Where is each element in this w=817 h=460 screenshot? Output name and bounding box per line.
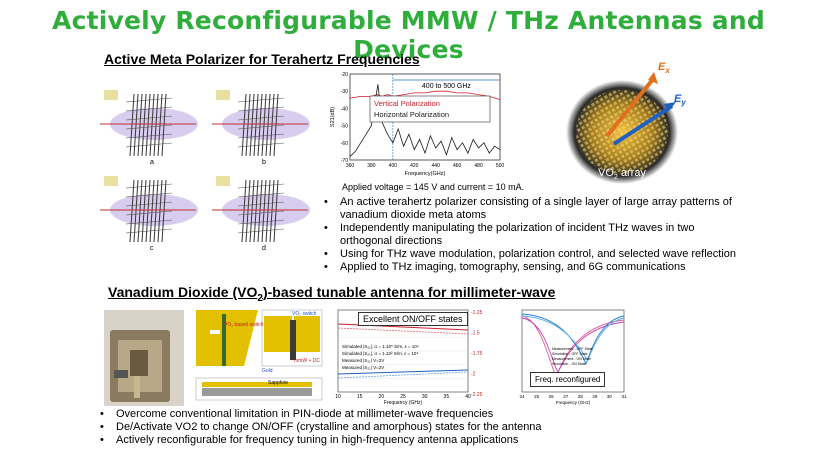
list-item: • Actively reconfigurable for frequency t…	[100, 434, 519, 446]
diagram-label: Sapphire	[268, 380, 288, 386]
y-tick-label: -60	[341, 141, 348, 147]
y-tick-label: -30	[341, 89, 348, 95]
diagram-label: VO₂ based switch	[224, 322, 264, 328]
diagram-label: mmW + DC	[294, 358, 320, 364]
list-item: • An active terahertz polarizer consistin…	[324, 196, 732, 221]
x-tick-label: 440	[432, 163, 441, 169]
legend-entry: Simulation - ON State	[552, 362, 586, 366]
list-item: • Applied to THz imaging, tomography, sen…	[324, 261, 686, 273]
freq-chart: 24 25 26 27 28 29 30 31 Frequency (GHz) Measureme…	[512, 306, 628, 406]
x-tick-label: 30	[422, 394, 428, 400]
section-heading-antenna: Vanadium Dioxide (VO2)-based tunable ant…	[108, 284, 556, 304]
y-tick-label: -20	[341, 72, 348, 78]
x-axis-label: Frequency (GHz)	[556, 400, 591, 405]
series-line	[521, 313, 625, 366]
x-tick-label: 25	[400, 394, 406, 400]
legend-entry: Measurement - ON State	[552, 357, 591, 361]
x-tick-label: 400	[389, 163, 398, 169]
series-line	[337, 369, 469, 375]
ex-label: Ex	[658, 61, 670, 75]
legend-entry: Horizontal Polarization	[374, 110, 449, 119]
x-tick-label: 28	[578, 394, 584, 399]
panel-letter: b	[262, 159, 266, 166]
x-axis-label: Frequency(GHz)	[405, 171, 446, 177]
panel-letter: d	[262, 245, 266, 252]
schematic-panel: a	[98, 86, 204, 166]
x-tick-label: 20	[379, 394, 385, 400]
series-line	[337, 327, 469, 335]
legend-entry: Measured |S₂₁| V=2V	[342, 365, 384, 370]
right-tick-label: -1.5	[471, 331, 480, 337]
right-tick-label: -2.25	[471, 392, 483, 398]
ey-label: Ey	[674, 93, 686, 107]
x-tick-label: 480	[474, 163, 483, 169]
chart-caption: Applied voltage = 145 V and current = 10…	[342, 182, 525, 192]
panel-letter: c	[150, 245, 154, 252]
s21-chart: -20 -30 -40 -50 -60 -70 360 380 400 420 440 460 480 5…	[328, 68, 524, 192]
x-tick-label: 460	[453, 163, 462, 169]
list-item: • Overcome conventional limitation in PIN…	[100, 408, 494, 420]
onoff-label: Excellent ON/OFF states	[358, 312, 468, 326]
x-tick-label: 29	[592, 394, 598, 399]
section-heading-polarizer: Active Meta Polarizer for Terahertz Freq…	[104, 51, 420, 67]
schematic-panel: c	[98, 172, 204, 252]
x-tick-label: 35	[444, 394, 450, 400]
legend-entry: Simulated |S₂₁|, σ = 1.10² S/m, ε = 10⁴	[342, 351, 418, 356]
x-tick-label: 10	[335, 394, 341, 400]
x-tick-label: 500	[496, 163, 505, 169]
diagram-label: Gold	[262, 368, 273, 374]
x-tick-label: 15	[357, 394, 363, 400]
band-label: 400 to 500 GHz	[422, 83, 472, 90]
list-item: • Using for THz wave modulation, polariza…	[324, 248, 736, 260]
legend-entry: Simulation - OFF State	[552, 352, 588, 356]
right-tick-label: -2	[471, 372, 476, 378]
series-line	[349, 90, 501, 101]
freq-label: Freq. reconfigured	[530, 372, 606, 387]
series-line	[337, 371, 469, 379]
polarizer-bullet-list: • An active terahertz polarizer consistin…	[322, 196, 742, 274]
legend-box	[369, 95, 491, 123]
schematic-panel: b	[210, 86, 316, 166]
x-axis-label: Frequency (GHz)	[384, 400, 423, 406]
legend-entry: Measurement - OFF State	[552, 347, 593, 351]
y-tick-label: -70	[341, 158, 348, 164]
y-axis-label: S21(dB)	[330, 107, 336, 127]
y-tick-label: -50	[341, 124, 348, 130]
schematic-panel: d	[210, 172, 316, 252]
list-item: • Independently manipulating the polariza…	[324, 222, 695, 247]
x-tick-label: 26	[549, 394, 555, 399]
x-tick-label: 360	[346, 163, 355, 169]
onoff-chart: -1.25 -1.5 -1.75 -2 -2.25 10 15 20 25 30 35 40 Frequ…	[328, 306, 496, 406]
antenna-photo	[104, 310, 184, 406]
y-tick-label: -40	[341, 106, 348, 112]
legend-entry: Vertical Polarization	[374, 99, 440, 108]
x-tick-label: 24	[519, 394, 525, 399]
polarizer-schematics: a b c d	[96, 84, 320, 254]
series-line	[521, 317, 625, 373]
list-item: • De/Activate VO2 to change ON/OFF (cryst…	[100, 421, 542, 433]
vo2-array-image: Ex Ey VO2 array	[562, 56, 692, 188]
series-line	[521, 315, 625, 361]
panel-letter: a	[150, 159, 154, 166]
x-tick-label: 420	[410, 163, 419, 169]
legend-entry: Simulated |S₂₁|, σ = 1.10⁵ S/m, ε = 10⁴	[342, 344, 419, 349]
right-tick-label: -1.75	[471, 351, 483, 357]
diagram-label: VO₂ switch	[292, 311, 317, 317]
x-tick-label: 40	[465, 394, 471, 400]
x-tick-label: 25	[534, 394, 540, 399]
antenna-diagram: VO₂ based switch VO₂ switch mmW + DC Sap…	[192, 306, 326, 406]
page-title: Actively Reconfigurable MMW / THz Antenn…	[52, 6, 765, 64]
x-tick-label: 31	[621, 394, 627, 399]
vo2-array-label: VO2 array	[598, 167, 646, 181]
antenna-bullet-list: • Overcome conventional limitation in PIN…	[98, 408, 658, 447]
x-tick-label: 30	[607, 394, 613, 399]
right-tick-label: -1.25	[471, 310, 483, 316]
x-tick-label: 380	[367, 163, 376, 169]
x-tick-label: 27	[563, 394, 569, 399]
legend-entry: Measured |S₂₁| V=2V	[342, 358, 384, 363]
